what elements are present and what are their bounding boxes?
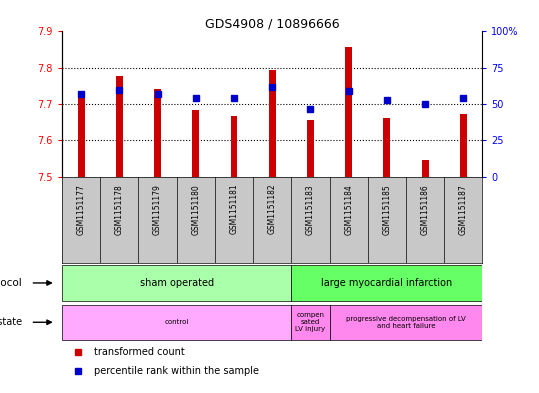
Text: protocol: protocol bbox=[0, 278, 22, 288]
Text: GSM1151184: GSM1151184 bbox=[344, 184, 353, 235]
Text: large myocardial infarction: large myocardial infarction bbox=[321, 278, 452, 288]
Bar bbox=[192, 110, 199, 177]
Text: GSM1151186: GSM1151186 bbox=[420, 184, 430, 235]
Text: GSM1151177: GSM1151177 bbox=[77, 184, 86, 235]
Text: sham operated: sham operated bbox=[140, 278, 213, 288]
Bar bbox=[329, 305, 482, 340]
Bar bbox=[231, 116, 237, 177]
Text: compen
sated
LV injury: compen sated LV injury bbox=[295, 312, 326, 332]
Text: transformed count: transformed count bbox=[94, 347, 185, 357]
Text: percentile rank within the sample: percentile rank within the sample bbox=[94, 366, 259, 376]
Bar bbox=[78, 96, 85, 177]
Bar bbox=[421, 160, 429, 177]
Text: control: control bbox=[164, 319, 189, 325]
Bar bbox=[116, 76, 123, 177]
Bar bbox=[291, 305, 329, 340]
Bar bbox=[291, 265, 482, 301]
Text: GSM1151185: GSM1151185 bbox=[382, 184, 391, 235]
Text: GSM1151183: GSM1151183 bbox=[306, 184, 315, 235]
Text: GSM1151179: GSM1151179 bbox=[153, 184, 162, 235]
Text: GSM1151181: GSM1151181 bbox=[230, 184, 238, 234]
Text: GSM1151187: GSM1151187 bbox=[459, 184, 468, 235]
Text: progressive decompensation of LV
and heart failure: progressive decompensation of LV and hea… bbox=[346, 316, 466, 329]
Text: disease state: disease state bbox=[0, 317, 22, 327]
Bar bbox=[460, 114, 467, 177]
Text: GSM1151178: GSM1151178 bbox=[115, 184, 124, 235]
Bar bbox=[269, 70, 275, 177]
Title: GDS4908 / 10896666: GDS4908 / 10896666 bbox=[205, 17, 340, 30]
Bar bbox=[345, 47, 352, 177]
Bar bbox=[62, 265, 291, 301]
Bar bbox=[62, 305, 291, 340]
Bar bbox=[307, 120, 314, 177]
Text: GSM1151182: GSM1151182 bbox=[268, 184, 277, 234]
Bar bbox=[154, 89, 161, 177]
Bar bbox=[383, 118, 390, 177]
Text: GSM1151180: GSM1151180 bbox=[191, 184, 201, 235]
